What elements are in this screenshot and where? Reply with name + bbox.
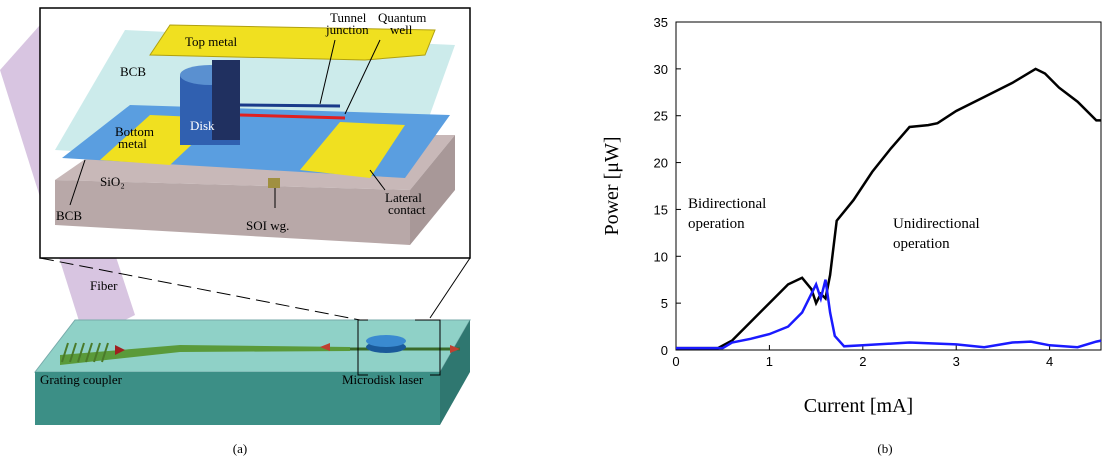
y-tick-label: 25 [654, 109, 668, 124]
label: Top metal [185, 34, 238, 49]
label: junction [325, 22, 369, 37]
label: well [390, 22, 413, 37]
caption: (b) [877, 441, 892, 456]
label: Microdisk laser [342, 372, 424, 387]
x-axis-label: Current [mA] [804, 395, 913, 417]
label: BCB [120, 64, 146, 79]
y-tick-label: 15 [654, 202, 668, 217]
label: BCB [56, 208, 82, 223]
y-tick-label: 35 [654, 15, 668, 30]
tunnel-junction [240, 105, 340, 106]
x-tick-label: 2 [859, 354, 866, 369]
label: metal [118, 136, 147, 151]
y-tick-label: 30 [654, 62, 668, 77]
x-tick-label: 4 [1046, 354, 1053, 369]
y-tick-label: 0 [661, 343, 668, 358]
plot-frame [676, 22, 1101, 350]
annotation: operation [688, 216, 745, 232]
annotation: Unidirectional [893, 216, 980, 232]
label: SOI wg. [246, 218, 289, 233]
microdisk-top [366, 335, 406, 347]
page: Top metal Tunnel junction Quantum well B… [0, 0, 1102, 461]
label: SiO₂ [100, 174, 125, 189]
soi-wg [268, 178, 280, 188]
x-tick-label: 3 [953, 354, 960, 369]
y-tick-label: 5 [661, 296, 668, 311]
y-axis-label: Power [μW] [601, 136, 623, 235]
y-tick-label: 20 [654, 156, 668, 171]
label: Disk [190, 118, 215, 133]
chart: (b) 0 5 10 15 20 25 30 35 0 1 2 3 4 Current [mA] Power… [601, 15, 1101, 456]
label: Grating coupler [40, 372, 123, 387]
label: contact [388, 202, 426, 217]
caption: (a) [233, 441, 247, 456]
x-tick-label: 1 [766, 354, 773, 369]
annotation: Bidirectional [688, 196, 766, 212]
diagram: Top metal Tunnel junction Quantum well B… [0, 8, 470, 456]
annotation: operation [893, 236, 950, 252]
series-line [676, 280, 1101, 348]
disk-cut [212, 60, 240, 140]
zoom-line [430, 258, 470, 318]
figure: Top metal Tunnel junction Quantum well B… [0, 0, 1102, 461]
x-tick-label: 0 [672, 354, 679, 369]
y-tick-label: 10 [654, 249, 668, 264]
label: Fiber [90, 278, 118, 293]
